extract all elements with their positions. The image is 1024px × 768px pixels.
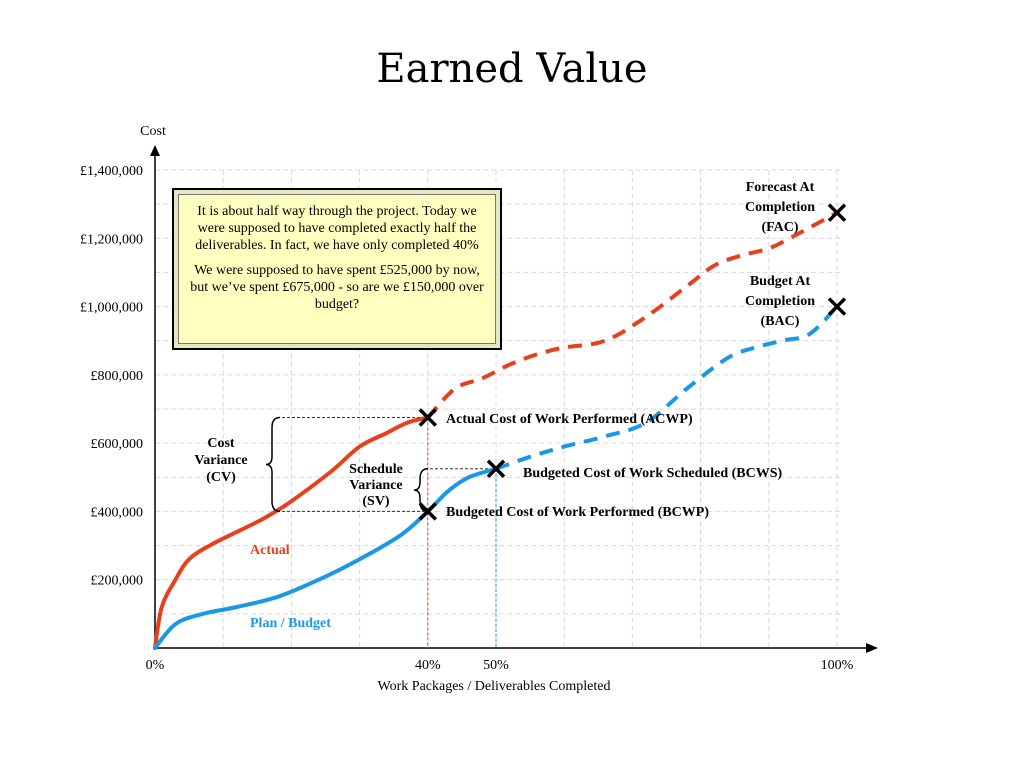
note-paragraph-2: We were supposed to have spent £525,000 …: [190, 263, 484, 312]
x-tick-label: 0%: [146, 658, 165, 673]
axes: [150, 145, 878, 653]
annotations: Actual Cost of Work Performed (ACWP) Budg…: [194, 180, 815, 631]
cv-bracket: [265, 416, 281, 513]
marker-x-3: [827, 203, 847, 222]
x-axis-arrow: [866, 643, 878, 653]
bcws-label: Budgeted Cost of Work Scheduled (BCWS): [523, 466, 783, 481]
x-tick-label: 100%: [821, 658, 854, 673]
series-line-solid-0: [153, 415, 430, 650]
y-tick-label: £600,000: [91, 437, 144, 452]
y-tick-label: £1,400,000: [80, 164, 143, 179]
marker-x-4: [827, 297, 847, 316]
plan-series-label: Plan / Budget: [250, 616, 331, 631]
cv-label: Cost Variance (CV): [194, 436, 247, 485]
sv-label-line: Variance: [349, 478, 402, 493]
note-paragraph-1: It is about half way through the project…: [195, 204, 479, 253]
markers: [418, 203, 847, 521]
fac-label-line: Forecast At: [746, 180, 815, 195]
y-axis-label: Cost: [140, 124, 166, 139]
explanation-note: It is about half way through the project…: [172, 188, 502, 350]
y-axis-arrow: [150, 145, 160, 156]
series-line-dashed-0: [426, 210, 838, 419]
sv-label-line: (SV): [362, 494, 390, 509]
bac-label-line: (BAC): [761, 314, 800, 329]
series-line-dashed-1: [495, 305, 839, 471]
marker-x-0: [418, 408, 438, 427]
marker-x-1: [486, 459, 506, 478]
x-axis-label: Work Packages / Deliverables Completed: [378, 679, 611, 694]
series-line-solid-1: [153, 466, 498, 650]
acwp-label: Actual Cost of Work Performed (ACWP): [446, 412, 693, 427]
sv-bracket: [413, 468, 429, 513]
sv-label: Schedule Variance (SV): [349, 462, 403, 509]
fac-label-line: Completion: [745, 200, 815, 215]
cv-label-line: Variance: [194, 453, 247, 468]
y-tick-label: £200,000: [91, 574, 144, 589]
cv-label-line: Cost: [207, 436, 235, 451]
guide-lines: [282, 417, 497, 648]
cv-label-line: (CV): [206, 470, 236, 485]
bcwp-label: Budgeted Cost of Work Performed (BCWP): [446, 505, 709, 520]
fac-label-line: (FAC): [761, 220, 798, 235]
fac-label: Forecast At Completion (FAC): [745, 180, 815, 235]
actual-series-label: Actual: [250, 543, 290, 558]
sv-label-line: Schedule: [349, 462, 403, 477]
tick-labels: £200,000 £400,000 £600,000 £800,000 £1,000,0…: [80, 164, 854, 673]
y-tick-label: £800,000: [91, 369, 144, 384]
bac-label-line: Budget At: [750, 274, 811, 289]
y-tick-label: £1,200,000: [80, 232, 143, 247]
y-tick-label: £1,000,000: [80, 301, 143, 316]
series-lines: [153, 210, 839, 650]
y-tick-label: £400,000: [91, 505, 144, 520]
bac-label-line: Completion: [745, 294, 815, 309]
x-tick-label: 40%: [415, 658, 441, 673]
x-tick-label: 50%: [483, 658, 509, 673]
chart-title: Earned Value: [376, 46, 647, 92]
bac-label: Budget At Completion (BAC): [745, 274, 815, 329]
